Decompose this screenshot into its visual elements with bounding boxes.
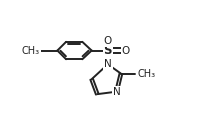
Text: N: N (113, 87, 120, 97)
Text: CH₃: CH₃ (22, 45, 40, 56)
Text: O: O (122, 45, 130, 56)
Text: CH₃: CH₃ (138, 69, 156, 79)
Text: O: O (104, 36, 112, 46)
Text: N: N (104, 59, 112, 69)
Text: S: S (104, 44, 112, 57)
